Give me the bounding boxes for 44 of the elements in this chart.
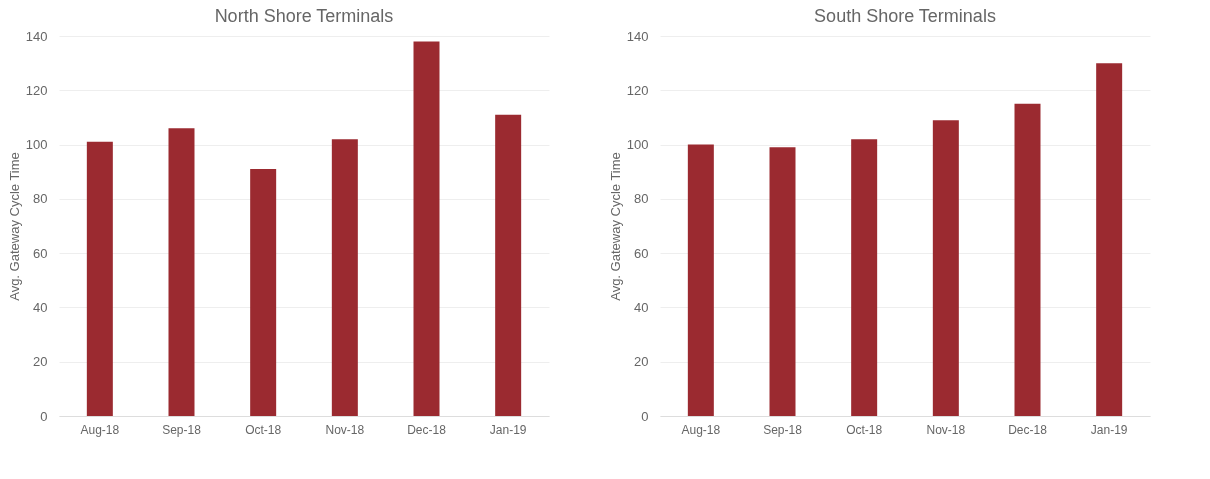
x-tick-label: Nov-18 (926, 422, 966, 437)
bar (687, 144, 714, 416)
y-tick-label: 20 (33, 354, 48, 370)
x-tick-label: Aug-18 (681, 422, 721, 437)
bar (769, 147, 796, 416)
y-tick-label: 140 (626, 28, 649, 44)
bar (413, 41, 440, 416)
x-tick-label: Oct-18 (245, 422, 282, 437)
y-tick-label: 120 (25, 82, 48, 98)
x-tick-label: Sep-18 (763, 422, 803, 437)
bar (851, 139, 878, 416)
bar (250, 169, 277, 416)
y-tick-label: 120 (626, 82, 649, 98)
y-tick-label: 20 (634, 354, 649, 370)
x-tick-label: Sep-18 (162, 422, 202, 437)
x-tick-label: Dec-18 (1008, 422, 1048, 437)
bar (86, 141, 113, 416)
y-tick-label: 60 (634, 245, 649, 261)
x-tick-label: Jan-19 (1090, 422, 1128, 437)
y-tick-label: 100 (25, 137, 48, 153)
bar (1014, 103, 1041, 416)
y-tick-label: 80 (634, 191, 649, 207)
y-tick-label: 40 (634, 299, 649, 315)
bar (932, 120, 959, 416)
bar (1096, 63, 1123, 416)
x-tick-label: Oct-18 (846, 422, 883, 437)
y-tick-label: 100 (626, 137, 649, 153)
y-tick-label: 140 (25, 28, 48, 44)
y-axis-title: Avg. Gateway Cycle Time (6, 152, 22, 301)
y-tick-label: 40 (33, 299, 48, 315)
chart-title: South Shore Terminals (814, 6, 996, 26)
x-tick-label: Nov-18 (325, 422, 365, 437)
y-tick-label: 80 (33, 191, 48, 207)
bar (331, 139, 358, 416)
x-tick-label: Aug-18 (80, 422, 120, 437)
y-tick-label: 0 (40, 408, 48, 424)
bar (168, 128, 195, 416)
bar (495, 114, 522, 416)
y-tick-label: 0 (641, 408, 649, 424)
x-tick-label: Dec-18 (407, 422, 447, 437)
x-tick-label: Jan-19 (489, 422, 527, 437)
chart-title: North Shore Terminals (214, 6, 394, 26)
y-axis-title: Avg. Gateway Cycle Time (607, 152, 623, 301)
y-tick-label: 60 (33, 245, 48, 261)
